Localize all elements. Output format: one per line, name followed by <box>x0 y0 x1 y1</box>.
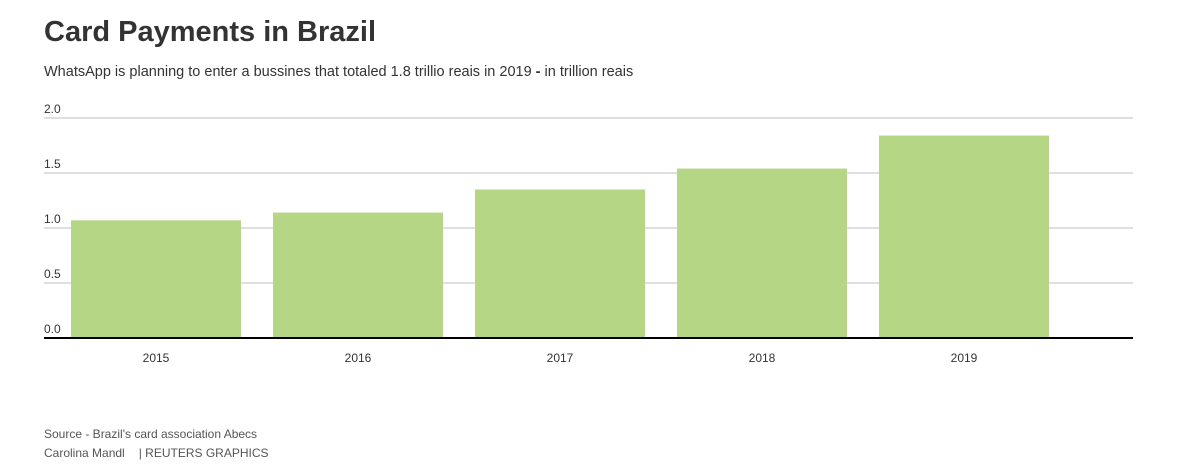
subtitle-unit: in trillion reais <box>544 64 634 80</box>
x-tick-label: 2017 <box>547 351 574 365</box>
author-name: Carolina Mandl <box>44 446 125 460</box>
y-axis-ticks: 0.0 0.5 1.0 1.5 2.0 <box>44 102 61 336</box>
y-tick-label: 0.0 <box>44 322 61 336</box>
chart-title: Card Payments in Brazil <box>44 16 376 48</box>
y-tick-label: 1.0 <box>44 212 61 226</box>
x-tick-label: 2018 <box>749 351 776 365</box>
agency-name: | REUTERS GRAPHICS <box>138 446 269 460</box>
bar <box>71 220 241 338</box>
y-tick-label: 1.5 <box>44 157 61 171</box>
bars <box>71 135 1049 338</box>
credit-line: Carolina Mandl | REUTERS GRAPHICS <box>44 446 269 460</box>
bar <box>475 189 645 338</box>
x-axis-ticks: 2015 2016 2017 2018 2019 <box>143 351 978 365</box>
y-tick-label: 0.5 <box>44 267 61 281</box>
bar <box>677 168 847 338</box>
source-note: Source - Brazil's card association Abecs <box>44 427 258 441</box>
subtitle-main: WhatsApp is planning to enter a bussines… <box>44 64 532 80</box>
x-tick-label: 2019 <box>951 351 978 365</box>
chart-subtitle: WhatsApp is planning to enter a bussines… <box>44 64 633 80</box>
bar-chart: 0.0 0.5 1.0 1.5 2.0 2015 2016 2017 2018 2019 <box>44 102 1133 365</box>
x-tick-label: 2015 <box>143 351 170 365</box>
subtitle-separator: - <box>531 64 545 80</box>
bar <box>879 135 1049 338</box>
y-tick-label: 2.0 <box>44 102 61 116</box>
bar <box>273 212 443 338</box>
x-tick-label: 2016 <box>345 351 372 365</box>
